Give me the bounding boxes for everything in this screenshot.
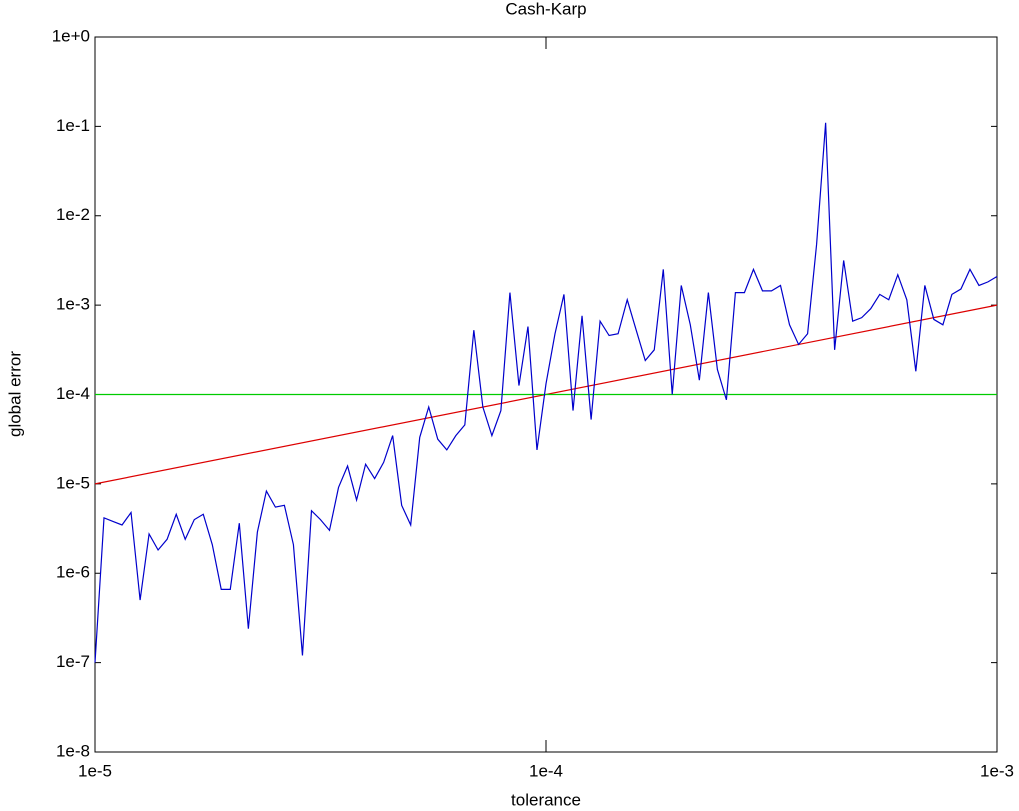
y-tick-label: 1e-6	[56, 563, 90, 582]
y-tick-label: 1e-7	[56, 652, 90, 671]
y-tick-label: 1e-2	[56, 205, 90, 224]
y-tick-label: 1e+0	[52, 26, 90, 45]
y-tick-label: 1e-5	[56, 473, 90, 492]
y-tick-label: 1e-8	[56, 741, 90, 760]
x-tick-label: 1e-3	[980, 761, 1014, 780]
x-tick-label: 1e-4	[529, 761, 563, 780]
y-tick-label: 1e-4	[56, 384, 90, 403]
series-line	[94, 122, 998, 663]
y-tick-label: 1e-1	[56, 116, 90, 135]
y-axis-label: global error	[5, 351, 24, 437]
y-tick-label: 1e-3	[56, 295, 90, 314]
x-axis-label: tolerance	[511, 790, 581, 809]
x-tick-label: 1e-5	[78, 761, 112, 780]
chart-title: Cash-Karp	[505, 0, 586, 18]
